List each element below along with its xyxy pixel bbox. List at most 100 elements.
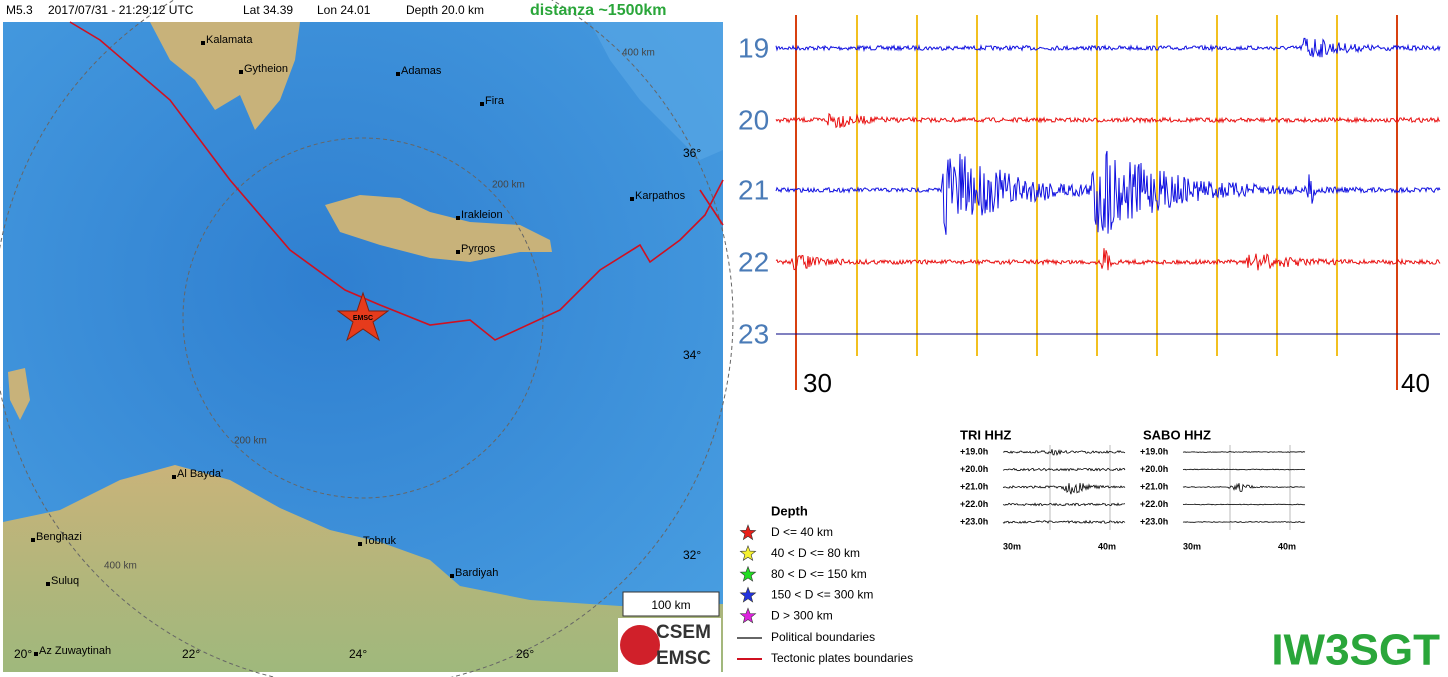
thumb-trace (1002, 502, 1126, 507)
logo-text: CSEM (656, 622, 711, 643)
thumb-hour: +19.0h (1140, 446, 1168, 456)
trace (775, 150, 1441, 235)
legend-star (739, 586, 757, 603)
thumb-title: TRI HHZ (960, 427, 1011, 442)
trace (775, 112, 1441, 129)
land-peloponnese (150, 22, 300, 130)
lon-label: 24° (349, 647, 367, 661)
tectonic-boundary (699, 189, 724, 226)
shelf (590, 22, 723, 160)
thumb-hour: +22.0h (1140, 499, 1168, 509)
ring-label: 200 km (492, 180, 525, 191)
legend-line-label: Political boundaries (771, 630, 875, 644)
logo-text: EMSC (656, 648, 711, 669)
legend-star (739, 565, 757, 582)
trace (775, 37, 1441, 58)
header-depth: Depth 20.0 km (406, 3, 484, 17)
place-dot (358, 542, 362, 546)
land-islet (8, 368, 30, 420)
thumb-trace (1182, 503, 1306, 506)
place-dot (46, 582, 50, 586)
thumb-trace (1002, 482, 1126, 495)
hour-label: 23 (738, 318, 769, 349)
legend-item: 40 < D <= 80 km (771, 546, 860, 560)
place-label: Tobruk (363, 535, 397, 547)
thumb-hour: +23.0h (960, 516, 988, 526)
thumb-trace (1002, 519, 1126, 524)
tectonic-boundary (69, 21, 724, 341)
hour-label: 21 (738, 174, 769, 205)
place-dot (239, 70, 243, 74)
place-label: Fira (485, 95, 505, 107)
header-datetime: 2017/07/31 - 21:29:12 UTC (48, 3, 194, 17)
legend-item: 80 < D <= 150 km (771, 567, 867, 581)
thumb-hour: +23.0h (1140, 516, 1168, 526)
legend-item: D <= 40 km (771, 525, 833, 539)
place-label: Benghazi (36, 531, 82, 543)
ring-400km (0, 0, 734, 677)
distance: distanza ~1500km (530, 2, 667, 19)
thumb-hour: +20.0h (960, 464, 988, 474)
land-africa (3, 465, 723, 672)
lat-label: 34° (683, 348, 701, 362)
thumb-minute: 30m (1003, 541, 1021, 551)
legend-line-label: Tectonic plates boundaries (771, 651, 913, 665)
minute-label: 30 (803, 368, 832, 398)
legend-item: D > 300 km (771, 608, 833, 622)
lon-label: 22° (182, 647, 200, 661)
lat-label: 32° (683, 548, 701, 562)
place-label: Al Bayda' (177, 468, 223, 480)
legend-item: 150 < D <= 300 km (771, 588, 873, 602)
lon-label: 26° (516, 647, 534, 661)
header-lat: Lat 34.39 (243, 3, 293, 17)
land-crete (325, 195, 552, 262)
place-label: Irakleion (461, 209, 503, 221)
place-label: Suluq (51, 575, 79, 587)
thumb-title: SABO HHZ (1143, 427, 1211, 442)
thumb-hour: +21.0h (1140, 481, 1168, 491)
header-magnitude: M5.3 (6, 3, 33, 17)
scale-bar (622, 591, 720, 617)
thumb-minute: 40m (1098, 541, 1116, 551)
place-label: Karpathos (635, 190, 686, 202)
place-dot (456, 216, 460, 220)
thumb-hour: +19.0h (960, 446, 988, 456)
thumb-trace (1182, 482, 1306, 493)
hour-label: 19 (738, 32, 769, 63)
lat-label: 36° (683, 146, 701, 160)
thumb-hour: +22.0h (960, 499, 988, 509)
epicenter-star (336, 291, 390, 342)
ring-label: 400 km (622, 48, 655, 59)
ring-label: 200 km (234, 436, 267, 447)
hour-label: 20 (738, 104, 769, 135)
thumb-trace (1002, 448, 1126, 456)
legend-star (739, 544, 757, 561)
thumb-trace (1182, 521, 1306, 523)
place-dot (201, 41, 205, 45)
hour-label: 22 (738, 246, 769, 277)
place-label: Az Zuwaytinah (39, 645, 111, 657)
callsign: IW3SGT (1271, 626, 1440, 675)
header-lon: Lon 24.01 (317, 3, 371, 17)
epicenter-label: EMSC (353, 315, 373, 322)
thumb-minute: 30m (1183, 541, 1201, 551)
place-label: Pyrgos (461, 243, 496, 255)
place-dot (31, 538, 35, 542)
ring-label: 400 km (104, 561, 137, 572)
place-dot (34, 652, 38, 656)
thumb-hour: +20.0h (1140, 464, 1168, 474)
thumb-hour: +21.0h (960, 481, 988, 491)
place-dot (456, 250, 460, 254)
place-label: Gytheion (244, 63, 288, 75)
legend-star (739, 524, 757, 541)
place-dot (450, 574, 454, 578)
legend-title: Depth (771, 503, 808, 518)
place-dot (396, 72, 400, 76)
place-dot (630, 197, 634, 201)
map (0, 0, 734, 677)
minute-label: 40 (1401, 368, 1430, 398)
place-dot (480, 102, 484, 106)
thumb-trace (1002, 467, 1126, 472)
trace (775, 248, 1441, 271)
